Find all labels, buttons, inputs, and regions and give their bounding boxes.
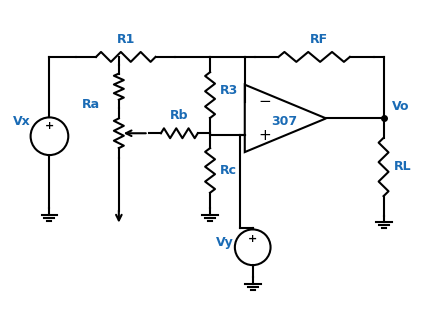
Text: Ra: Ra [82, 98, 100, 111]
Polygon shape [245, 85, 326, 152]
Text: RF: RF [310, 33, 328, 46]
Text: Vy: Vy [216, 236, 234, 249]
Text: +: + [45, 121, 54, 131]
Text: −: − [259, 94, 272, 109]
Text: RL: RL [394, 160, 411, 173]
Text: Vo: Vo [392, 100, 409, 113]
Text: R3: R3 [220, 84, 238, 96]
Text: 307: 307 [271, 115, 297, 128]
Text: +: + [259, 128, 272, 143]
Text: +: + [248, 234, 257, 244]
Text: Vx: Vx [13, 115, 31, 128]
Text: Rb: Rb [170, 109, 189, 122]
Text: Rc: Rc [220, 164, 237, 177]
Text: R1: R1 [116, 33, 135, 46]
